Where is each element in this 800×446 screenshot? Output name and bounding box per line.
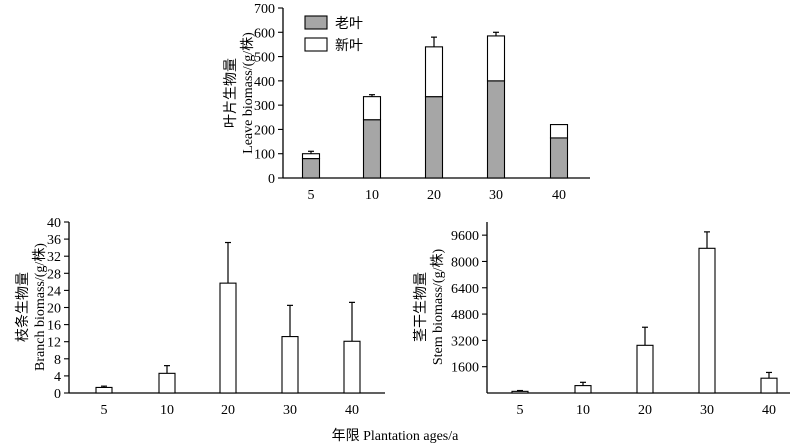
y-tick-label: 4 — [54, 370, 61, 385]
y-tick-label: 700 — [254, 2, 275, 17]
bar-new-leaf — [362, 96, 382, 121]
y-tick-label: 3200 — [451, 334, 479, 349]
bar-old-leaf — [549, 137, 569, 179]
y-tick-label: 28 — [47, 267, 61, 282]
bar — [511, 390, 529, 394]
legend-swatch — [304, 37, 328, 52]
stem-biomass-chart: 1600 3200 4800 6400 8000 9600 5 10 20 30 40 茎干生物量 St… — [413, 222, 790, 418]
x-tick-label: 20 — [427, 188, 441, 203]
y-tick-label: 500 — [254, 51, 275, 66]
bar-old-leaf — [362, 119, 382, 179]
x-tick-label: 10 — [576, 403, 590, 418]
bar — [219, 282, 237, 394]
bar-old-leaf — [424, 96, 444, 179]
x-tick-label: 5 — [308, 188, 315, 203]
y-tick-label: 200 — [254, 123, 275, 138]
bar — [281, 336, 299, 394]
y-tick-label: 0 — [268, 172, 275, 187]
x-tick-label: 5 — [101, 403, 108, 418]
y-axis-label-cn: 叶片生物量 — [223, 58, 239, 128]
y-tick-label: 6400 — [451, 282, 479, 297]
x-tick-label: 40 — [762, 403, 776, 418]
y-tick-label: 12 — [47, 336, 61, 351]
x-axis-label: 年限 Plantation ages/a — [332, 428, 460, 444]
y-tick-label: 32 — [47, 250, 61, 265]
y-tick-label: 100 — [254, 148, 275, 163]
y-axis-label-cn: 枝条生物量 — [14, 272, 31, 342]
y-axis-label-en: Stem biomass/(g/株) — [430, 249, 446, 366]
x-tick-label: 10 — [160, 403, 174, 418]
y-axis-label-en: Leave biomass/(g/株) — [240, 32, 256, 154]
bar-old-leaf — [301, 158, 321, 179]
y-axis-label: 叶片生物量 Leave biomass/(g/株) — [223, 32, 256, 154]
bar-new-leaf — [486, 35, 506, 82]
x-tick-label: 20 — [638, 403, 652, 418]
y-tick-label: 24 — [47, 284, 61, 299]
x-tick-label: 40 — [345, 403, 359, 418]
y-tick-label: 20 — [47, 302, 61, 317]
y-axis-label: 枝条生物量 Branch biomass/(g/株) — [14, 243, 48, 371]
x-tick-label: 30 — [700, 403, 714, 418]
branch-biomass-chart: 0 4 8 12 16 20 24 28 32 36 40 5 10 20 30 40 枝条生物量 Branch … — [14, 216, 385, 418]
y-axis-label-en: Branch biomass/(g/株) — [32, 243, 48, 371]
bar — [760, 377, 778, 394]
x-tick-label: 5 — [517, 403, 524, 418]
bar — [636, 344, 654, 394]
bar — [343, 340, 361, 394]
x-tick-label: 30 — [283, 403, 297, 418]
bar — [698, 247, 716, 394]
y-tick-label: 8 — [54, 353, 61, 368]
y-tick-label: 300 — [254, 99, 275, 114]
x-tick-label: 20 — [221, 403, 235, 418]
y-tick-label: 36 — [47, 233, 61, 248]
bar-new-leaf — [424, 46, 444, 98]
legend-label: 老叶 — [335, 16, 363, 32]
x-tick-label: 30 — [489, 188, 503, 203]
x-tick-label: 40 — [552, 188, 566, 203]
bar — [574, 385, 592, 394]
y-tick-label: 8000 — [451, 255, 479, 270]
bar — [158, 372, 176, 394]
x-tick-label: 10 — [365, 188, 379, 203]
y-tick-label: 40 — [47, 216, 61, 231]
legend-swatch — [304, 15, 328, 30]
y-axis-label-cn: 茎干生物量 — [413, 272, 429, 342]
y-tick-label: 400 — [254, 75, 275, 90]
y-axis-label: 茎干生物量 Stem biomass/(g/株) — [413, 249, 446, 366]
bar-new-leaf — [301, 153, 321, 160]
bar-new-leaf — [549, 124, 569, 139]
y-tick-label: 600 — [254, 26, 275, 41]
y-tick-label: 16 — [47, 319, 61, 334]
y-tick-label: 0 — [54, 387, 61, 402]
y-tick-label: 9600 — [451, 229, 479, 244]
y-tick-label: 1600 — [451, 361, 479, 376]
leaf-biomass-chart: 0 100 200 300 400 500 600 700 5 10 20 30 40 叶片生物量 Leav… — [223, 2, 590, 203]
legend-label: 新叶 — [335, 38, 363, 54]
bar-old-leaf — [486, 80, 506, 179]
y-tick-label: 4800 — [451, 308, 479, 323]
bar — [95, 386, 113, 394]
